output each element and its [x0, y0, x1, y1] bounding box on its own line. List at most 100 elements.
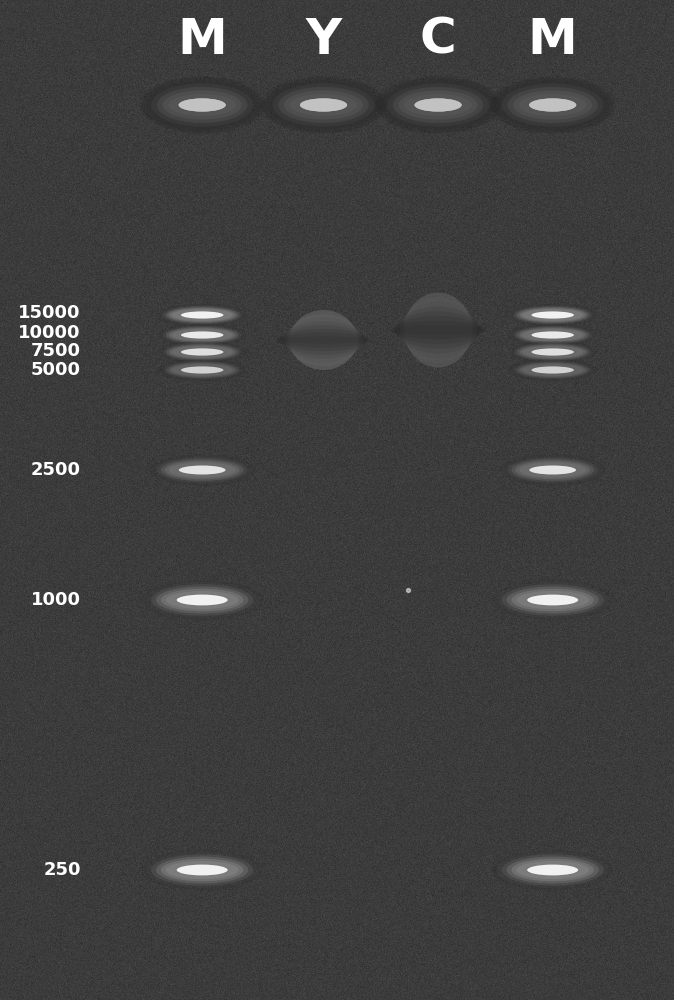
Ellipse shape [166, 344, 238, 360]
Ellipse shape [503, 456, 602, 484]
Ellipse shape [177, 865, 228, 875]
Ellipse shape [512, 589, 594, 611]
Ellipse shape [503, 84, 603, 126]
Ellipse shape [522, 364, 583, 376]
Ellipse shape [172, 346, 233, 358]
Ellipse shape [520, 345, 586, 359]
Ellipse shape [166, 591, 239, 609]
Ellipse shape [517, 344, 588, 360]
Ellipse shape [162, 90, 242, 120]
Ellipse shape [157, 457, 247, 483]
Ellipse shape [514, 361, 592, 379]
Text: 2500: 2500 [31, 461, 81, 479]
Ellipse shape [158, 304, 247, 326]
Ellipse shape [398, 307, 478, 353]
Ellipse shape [415, 98, 462, 112]
Ellipse shape [517, 362, 588, 378]
Ellipse shape [163, 361, 241, 379]
Ellipse shape [508, 457, 598, 483]
Ellipse shape [497, 81, 608, 129]
Ellipse shape [277, 332, 370, 348]
Ellipse shape [516, 591, 589, 609]
Ellipse shape [263, 78, 384, 132]
Ellipse shape [163, 91, 241, 119]
Ellipse shape [179, 466, 226, 475]
Ellipse shape [156, 856, 248, 884]
Ellipse shape [268, 81, 379, 129]
Ellipse shape [284, 321, 363, 359]
Ellipse shape [181, 348, 224, 356]
Ellipse shape [507, 856, 599, 884]
Ellipse shape [404, 94, 472, 116]
Ellipse shape [179, 98, 226, 112]
Ellipse shape [399, 91, 477, 119]
Ellipse shape [396, 311, 480, 349]
Ellipse shape [152, 84, 252, 126]
Ellipse shape [282, 325, 365, 355]
Ellipse shape [527, 595, 578, 605]
Ellipse shape [290, 94, 357, 116]
Text: 250: 250 [43, 861, 81, 879]
Ellipse shape [516, 861, 589, 879]
Ellipse shape [166, 327, 238, 343]
Ellipse shape [168, 94, 236, 116]
Ellipse shape [514, 343, 592, 361]
Text: 15000: 15000 [18, 304, 81, 322]
Ellipse shape [177, 595, 228, 605]
Ellipse shape [160, 342, 244, 362]
Ellipse shape [388, 84, 488, 126]
Ellipse shape [151, 584, 253, 616]
Ellipse shape [181, 366, 224, 374]
Ellipse shape [288, 314, 359, 366]
Ellipse shape [146, 852, 258, 888]
Ellipse shape [169, 363, 235, 377]
Ellipse shape [165, 461, 239, 479]
Ellipse shape [508, 359, 597, 381]
Ellipse shape [149, 454, 255, 486]
Ellipse shape [492, 580, 613, 620]
Ellipse shape [398, 90, 478, 120]
Ellipse shape [499, 454, 606, 486]
Ellipse shape [531, 366, 574, 374]
Ellipse shape [508, 304, 597, 326]
Ellipse shape [511, 305, 594, 325]
Ellipse shape [160, 360, 244, 380]
Ellipse shape [153, 456, 251, 484]
Ellipse shape [507, 586, 599, 613]
Ellipse shape [142, 78, 263, 132]
Ellipse shape [497, 582, 609, 618]
Ellipse shape [166, 861, 239, 879]
Ellipse shape [142, 850, 263, 890]
Ellipse shape [501, 854, 604, 886]
Ellipse shape [508, 87, 597, 123]
Ellipse shape [527, 865, 578, 875]
Ellipse shape [383, 81, 493, 129]
Ellipse shape [169, 328, 235, 342]
Ellipse shape [160, 305, 244, 325]
Ellipse shape [158, 341, 247, 363]
Ellipse shape [512, 459, 594, 481]
Ellipse shape [278, 87, 369, 123]
Ellipse shape [497, 852, 609, 888]
Ellipse shape [513, 90, 592, 120]
Ellipse shape [140, 76, 265, 134]
Ellipse shape [156, 586, 248, 613]
Ellipse shape [161, 589, 243, 611]
Ellipse shape [261, 76, 386, 134]
Ellipse shape [145, 80, 259, 130]
Ellipse shape [147, 81, 257, 129]
Ellipse shape [519, 94, 586, 116]
Text: M: M [528, 16, 578, 64]
Point [402, 582, 413, 598]
Ellipse shape [179, 98, 226, 112]
Ellipse shape [392, 321, 485, 339]
Ellipse shape [520, 328, 586, 342]
Ellipse shape [300, 98, 347, 112]
Ellipse shape [377, 78, 499, 132]
Ellipse shape [394, 316, 483, 344]
Ellipse shape [529, 98, 576, 112]
Ellipse shape [172, 364, 233, 376]
Ellipse shape [490, 76, 615, 134]
Text: M: M [177, 16, 227, 64]
Ellipse shape [415, 98, 462, 112]
